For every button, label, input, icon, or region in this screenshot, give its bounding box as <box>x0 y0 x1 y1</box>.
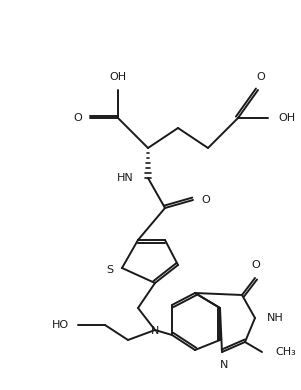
Text: OH: OH <box>110 72 126 82</box>
Text: CH₃: CH₃ <box>275 347 296 357</box>
Text: OH: OH <box>278 113 295 123</box>
Text: S: S <box>106 265 113 275</box>
Text: N: N <box>151 326 159 336</box>
Text: HO: HO <box>52 320 69 330</box>
Text: HN: HN <box>117 173 134 183</box>
Text: N: N <box>220 360 228 370</box>
Text: O: O <box>73 113 82 123</box>
Text: NH: NH <box>267 313 284 323</box>
Text: O: O <box>201 195 210 205</box>
Text: O: O <box>252 260 260 270</box>
Text: O: O <box>257 72 265 82</box>
